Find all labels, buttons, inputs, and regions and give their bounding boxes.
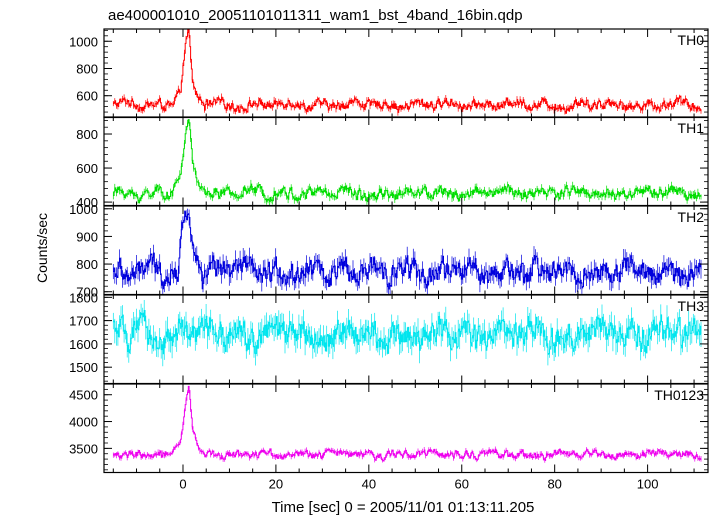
- panel-frame: [103, 205, 709, 296]
- y-tick-label: 4000: [69, 415, 98, 430]
- x-tick-label: 80: [547, 477, 561, 492]
- y-tick-label: 3500: [69, 441, 98, 456]
- panel-label: TH1: [678, 120, 705, 136]
- x-tick-label: 0: [179, 477, 186, 492]
- y-tick-label: 4500: [69, 388, 98, 403]
- series-line-th0: [113, 29, 702, 114]
- y-tick-label: 700: [76, 285, 98, 300]
- x-tick-label: 20: [269, 477, 283, 492]
- series-errorbars-th2: [112, 208, 702, 295]
- y-tick-label: 800: [76, 61, 98, 76]
- panel-th0123: 3500 4000 4500 TH0123: [69, 383, 709, 474]
- panel-label: TH0: [678, 32, 705, 48]
- y-tick-label: 400: [76, 195, 98, 210]
- y-tick-label: 1600: [69, 337, 98, 352]
- y-tick-label: 800: [76, 257, 98, 272]
- y-tick-label: 800: [76, 127, 98, 142]
- chart-title: ae400001010_20051101011311_wam1_bst_4ban…: [108, 7, 523, 24]
- y-tick-label: 600: [76, 89, 98, 104]
- panel-th2: 700 800 900 1000 TH2: [69, 202, 709, 300]
- y-tick-label: 1700: [69, 314, 98, 329]
- panel-label: TH0123: [654, 387, 704, 403]
- panel-th0: 600 800 1000 TH0: [69, 28, 709, 119]
- y-tick-label: 600: [76, 161, 98, 176]
- x-tick-label: 60: [455, 477, 469, 492]
- panel-th3: 1500 1600 1700 1800 TH3: [69, 290, 709, 385]
- panel-frame: [103, 383, 709, 474]
- y-axis-label: Counts/sec: [34, 213, 50, 283]
- y-tick-label: 1000: [69, 202, 98, 217]
- y-tick-label: 1800: [69, 290, 98, 305]
- panel-th1: 400 600 800 TH1: [76, 116, 709, 210]
- y-tick-label: 900: [76, 229, 98, 244]
- series-line-th1: [113, 119, 702, 203]
- x-tick-label: 100: [637, 477, 659, 492]
- y-tick-label: 1500: [69, 360, 98, 375]
- y-tick-label: 1000: [69, 34, 98, 49]
- series-line-th2: [113, 211, 702, 290]
- x-axis-label: Time [sec] 0 = 2005/11/01 01:13:11.205: [272, 499, 535, 516]
- series-line-th3: [113, 310, 702, 355]
- panel-label: TH2: [678, 209, 705, 225]
- series-line-th0123: [113, 385, 702, 462]
- x-tick-label: 40: [362, 477, 376, 492]
- panel-label: TH3: [678, 298, 705, 314]
